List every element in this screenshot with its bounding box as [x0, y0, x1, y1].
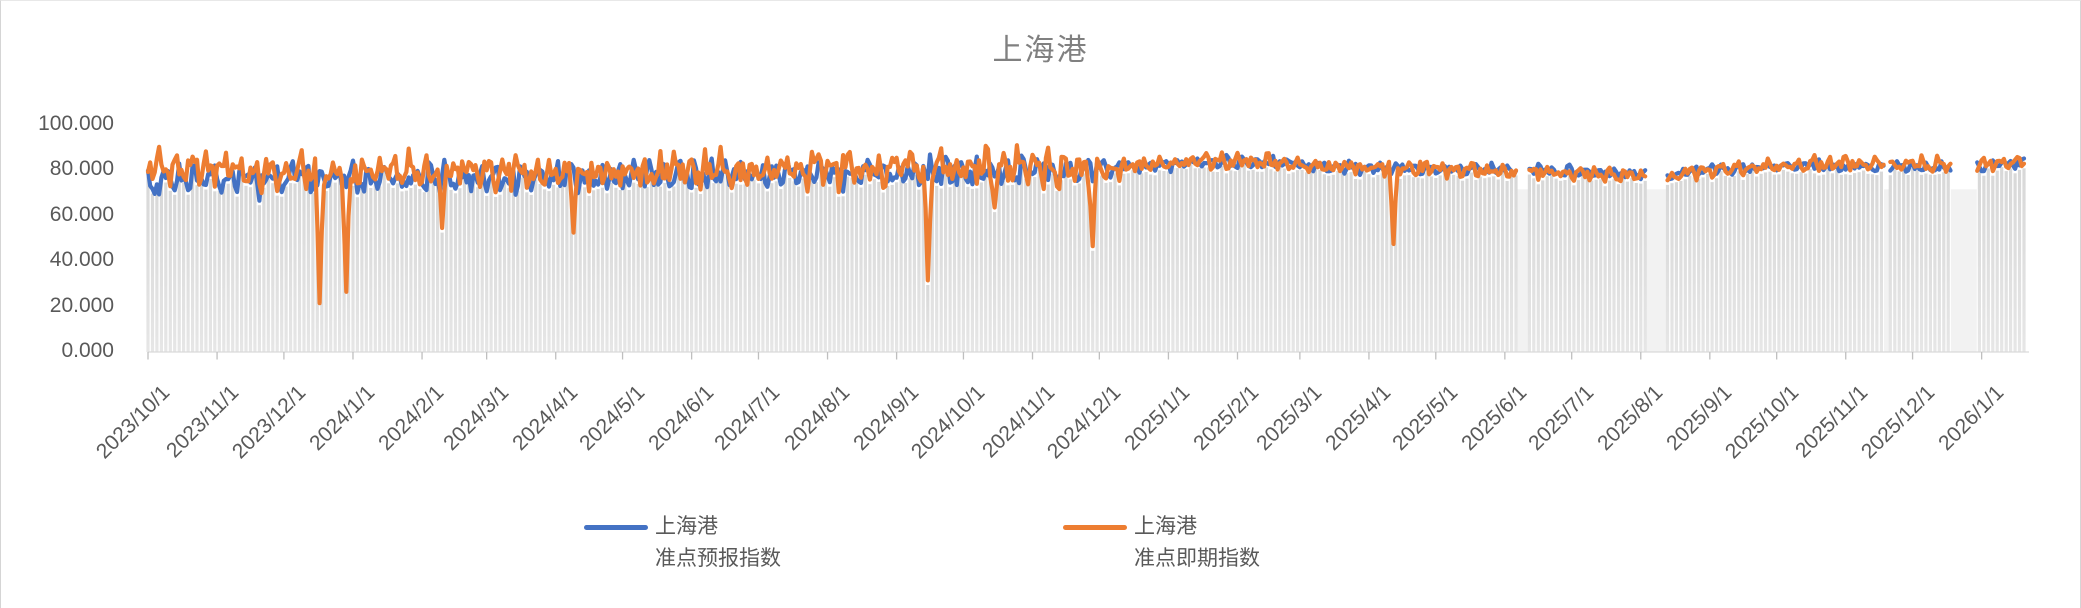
y-axis-tick-label: 80.000	[49, 157, 114, 180]
legend-spot-label: 上海港 准点即期指数	[1134, 511, 1260, 575]
legend-item-spot: 上海港 准点即期指数	[1063, 511, 1260, 575]
legend-spot-label-line2: 准点即期指数	[1134, 547, 1260, 570]
x-axis	[147, 351, 2029, 360]
y-axis-tick-label: 60.000	[49, 202, 114, 226]
y-axis-tick-label: 100.000	[38, 111, 114, 135]
spot-index-line	[1665, 153, 1886, 183]
spot-index-line	[1527, 164, 1648, 184]
forecast-index-line	[1975, 156, 2027, 174]
y-axis-tick-label: 40.000	[49, 248, 114, 271]
spot-index-line	[145, 143, 1519, 306]
spot-index-line	[1975, 154, 2027, 174]
spot-index-line	[1888, 153, 1953, 174]
chart-title: 上海港	[992, 34, 1089, 67]
legend-spot-line-swatch	[1063, 525, 1127, 530]
legend-forecast-label-line1: 上海港	[655, 515, 718, 538]
legend-forecast-line-swatch	[584, 525, 648, 530]
background-bars	[146, 164, 2026, 352]
legend-forecast-label: 上海港 准点预报指数	[655, 511, 781, 575]
missing-data-gaps	[1516, 189, 1977, 352]
legend-forecast-label-line2: 准点预报指数	[655, 547, 781, 570]
legend-spot-label-line1: 上海港	[1134, 515, 1197, 538]
series-lines	[145, 143, 2027, 306]
y-axis-tick-label: 20.000	[49, 293, 114, 317]
legend-item-forecast: 上海港 准点预报指数	[584, 511, 781, 575]
y-axis-tick-label: 0.000	[61, 339, 114, 362]
